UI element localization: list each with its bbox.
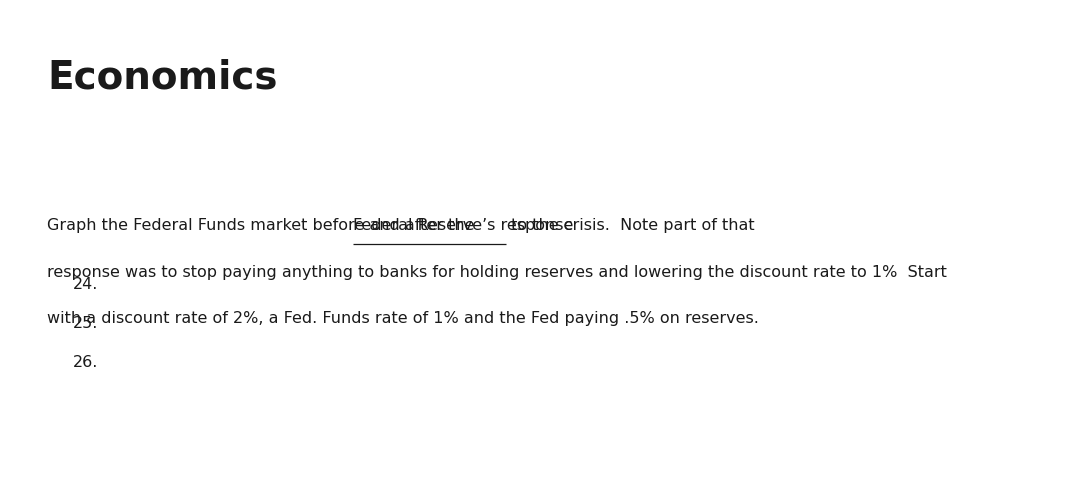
Text: response was to stop paying anything to banks for holding reserves and lowering : response was to stop paying anything to … — [46, 265, 947, 280]
Text: 24.: 24. — [73, 277, 98, 292]
Text: Graph the Federal Funds market before and after the: Graph the Federal Funds market before an… — [46, 218, 480, 233]
Text: with a discount rate of 2%, a Fed. Funds rate of 1% and the Fed paying .5% on re: with a discount rate of 2%, a Fed. Funds… — [46, 311, 759, 326]
Text: Federal Reserve’s response: Federal Reserve’s response — [353, 218, 573, 233]
Text: to the crisis.  Note part of that: to the crisis. Note part of that — [505, 218, 754, 233]
Text: 26.: 26. — [73, 355, 98, 370]
Text: 25.: 25. — [73, 316, 98, 331]
Text: Economics: Economics — [46, 59, 278, 97]
